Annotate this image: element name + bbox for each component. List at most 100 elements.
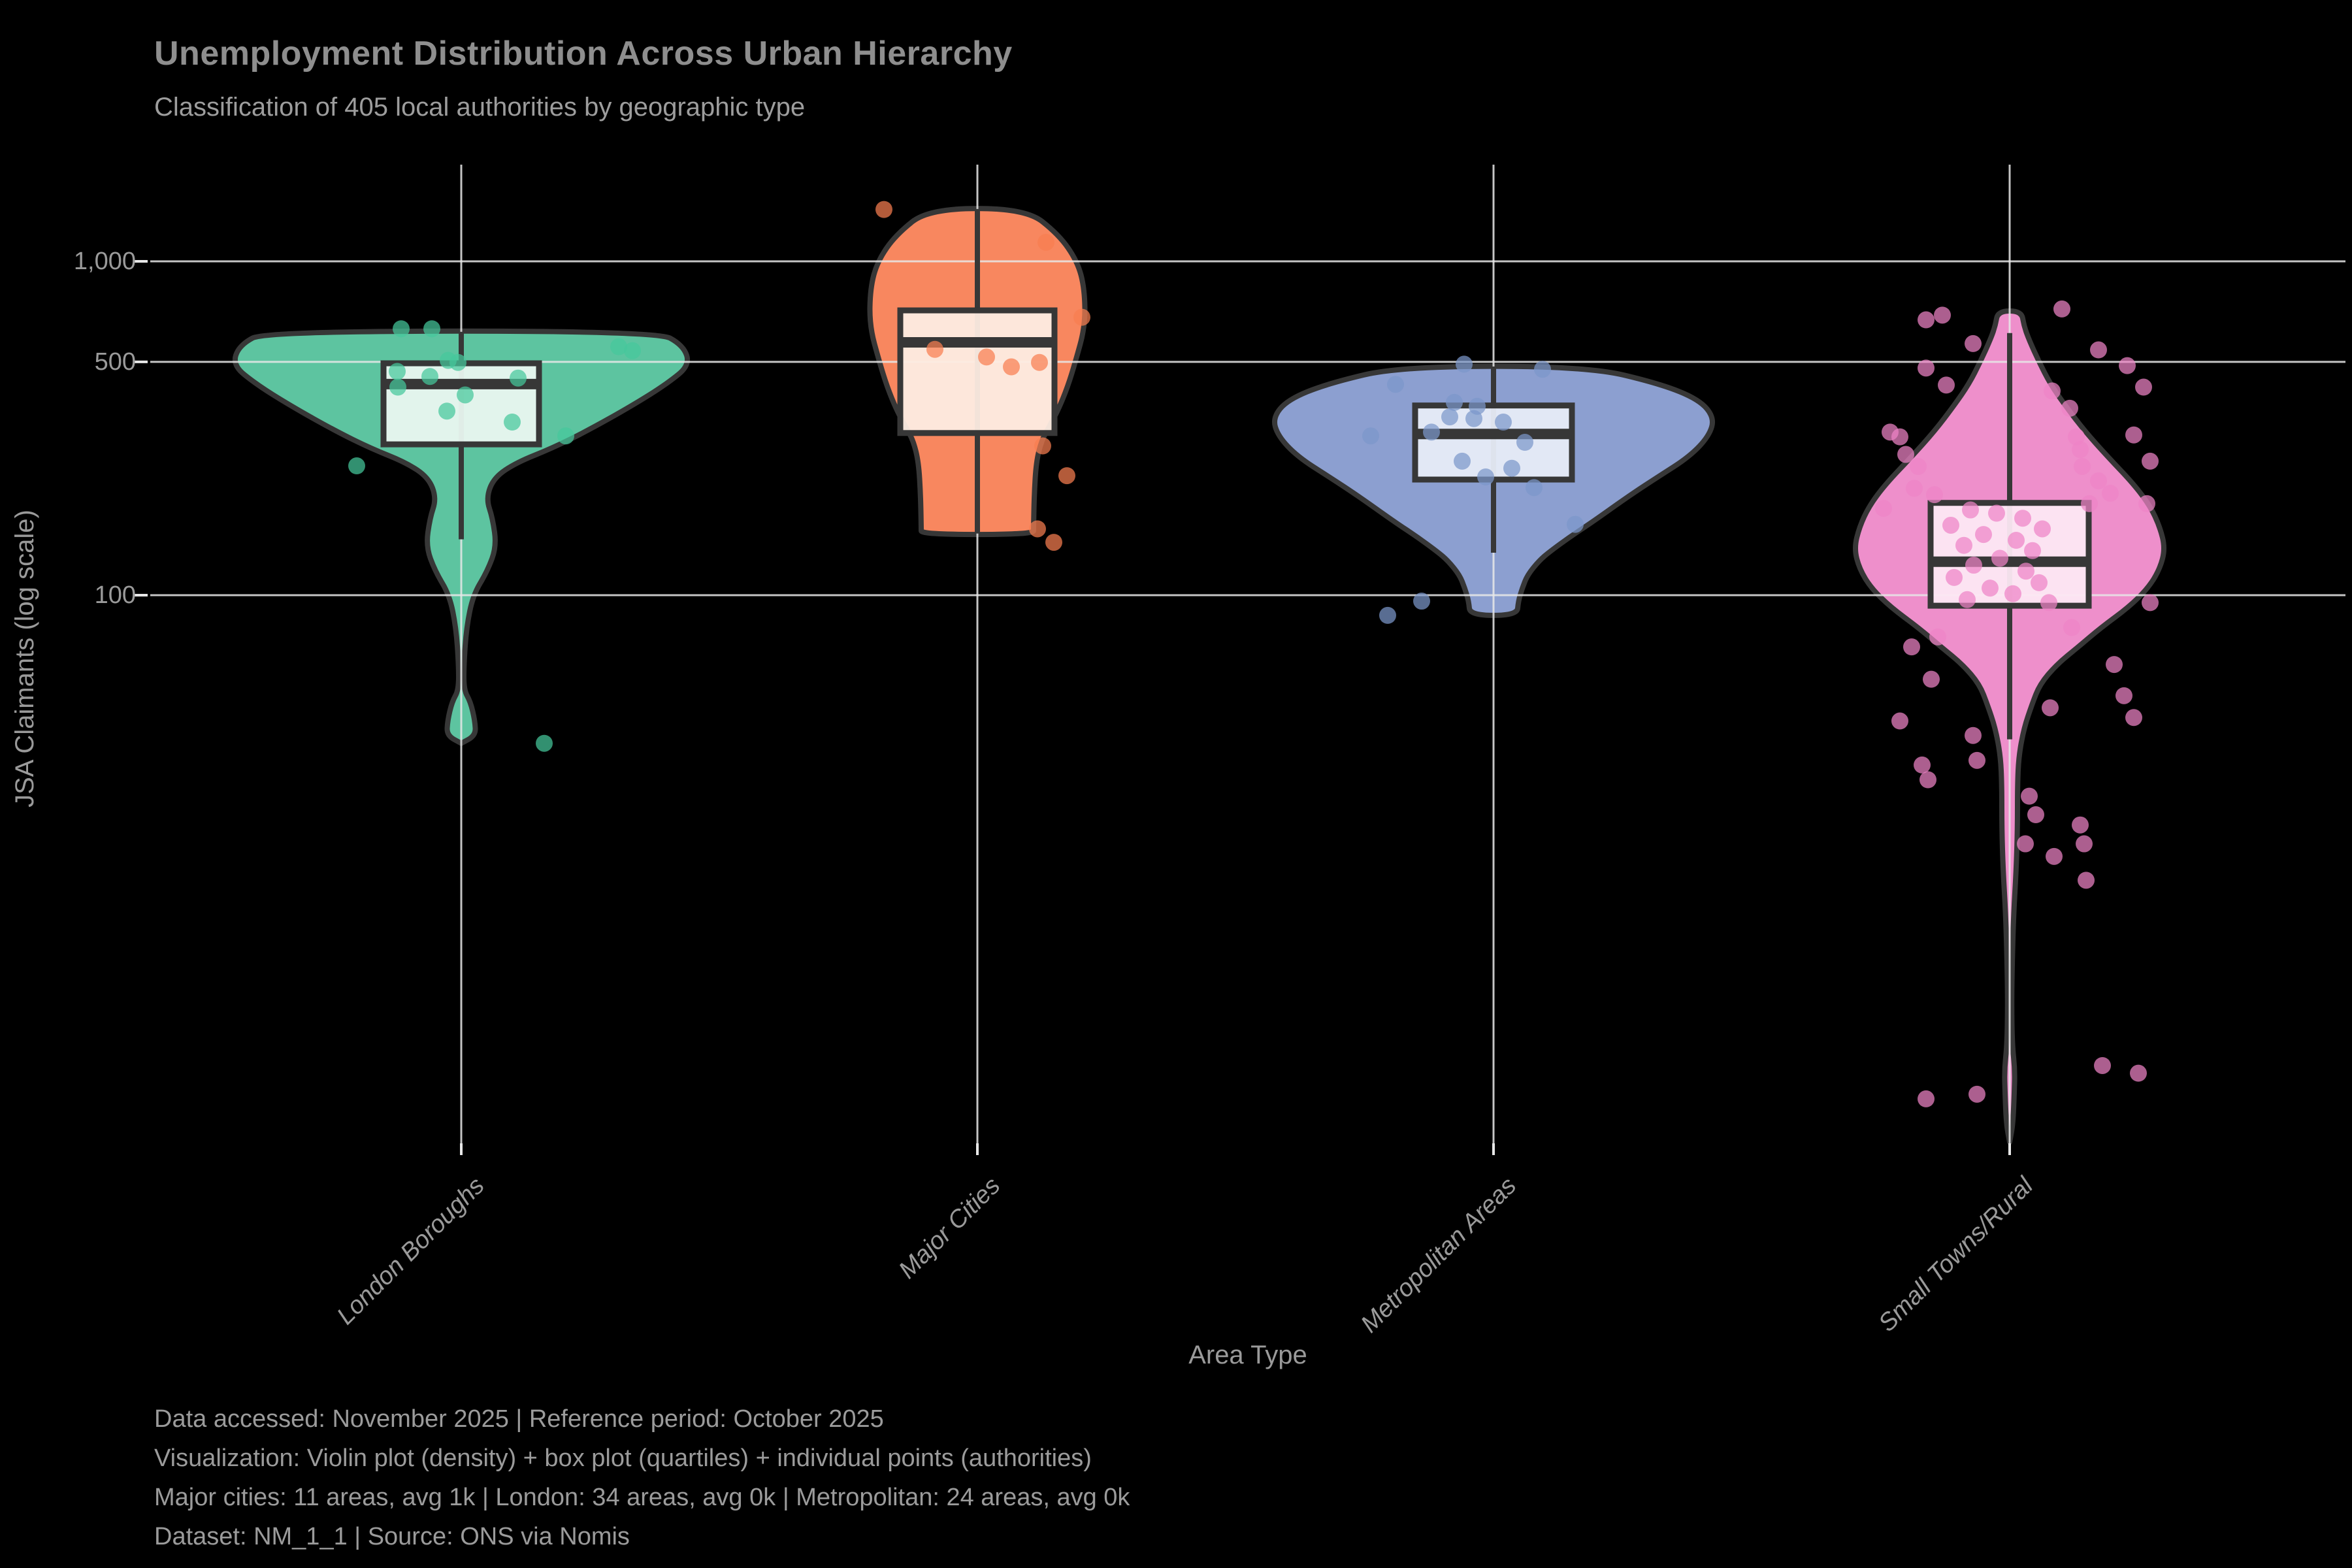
data-point-small-towns-rural — [1923, 670, 1940, 688]
data-point-small-towns-rural — [1938, 376, 1955, 394]
data-point-small-towns-rural — [2063, 619, 2080, 636]
footnotes: Data accessed: November 2025 | Reference… — [154, 1399, 1130, 1556]
data-point-metropolitan-areas — [1387, 376, 1404, 393]
data-point-small-towns-rural — [1897, 446, 1914, 463]
data-point-metropolitan-areas — [1465, 410, 1482, 427]
data-point-london-boroughs — [557, 427, 574, 445]
data-point-small-towns-rural — [1918, 359, 1935, 377]
data-point-small-towns-rural — [2017, 563, 2034, 580]
data-point-metropolitan-areas — [1516, 434, 1533, 451]
data-point-small-towns-rural — [2031, 574, 2048, 591]
data-point-small-towns-rural — [2138, 495, 2155, 512]
data-point-small-towns-rural — [1968, 1085, 1985, 1103]
data-point-small-towns-rural — [2061, 399, 2078, 417]
data-point-small-towns-rural — [1968, 751, 1985, 769]
data-point-small-towns-rural — [1991, 549, 2008, 567]
data-point-small-towns-rural — [2081, 495, 2098, 512]
data-point-small-towns-rural — [1934, 306, 1951, 324]
data-point-small-towns-rural — [1965, 727, 1982, 744]
data-point-metropolitan-areas — [1362, 427, 1379, 445]
data-point-small-towns-rural — [2130, 1064, 2147, 1082]
data-point-small-towns-rural — [1965, 557, 1982, 574]
x-axis-title: Area Type — [1188, 1341, 1307, 1369]
data-point-small-towns-rural — [1903, 638, 1920, 656]
data-point-small-towns-rural — [1988, 504, 2005, 522]
data-point-major-cities — [1034, 437, 1051, 455]
data-point-small-towns-rural — [2072, 816, 2089, 834]
data-point-london-boroughs — [610, 338, 627, 355]
data-point-small-towns-rural — [1875, 500, 1892, 517]
data-point-major-cities — [875, 201, 892, 218]
data-point-metropolitan-areas — [1526, 479, 1543, 497]
data-point-small-towns-rural — [2125, 426, 2142, 444]
data-point-small-towns-rural — [2119, 357, 2136, 374]
box-london-boroughs — [380, 360, 542, 448]
data-point-small-towns-rural — [2125, 709, 2142, 727]
data-point-small-towns-rural — [1914, 756, 1931, 774]
data-point-major-cities — [1029, 520, 1046, 538]
data-point-small-towns-rural — [2024, 542, 2041, 559]
data-point-small-towns-rural — [1918, 1090, 1935, 1107]
data-point-small-towns-rural — [2004, 585, 2021, 602]
data-point-small-towns-rural — [2106, 656, 2123, 674]
data-point-london-boroughs — [510, 369, 527, 387]
data-point-small-towns-rural — [1891, 428, 1908, 446]
data-point-small-towns-rural — [1955, 536, 1972, 554]
data-point-london-boroughs — [536, 734, 553, 752]
data-point-small-towns-rural — [2142, 452, 2159, 470]
ytick-label-1-000: 1,000 — [73, 248, 136, 275]
data-point-small-towns-rural — [2074, 457, 2091, 475]
data-point-metropolitan-areas — [1441, 408, 1458, 426]
data-point-small-towns-rural — [1959, 591, 1976, 608]
data-point-metropolitan-areas — [1379, 606, 1396, 624]
ytick-label-500: 500 — [94, 348, 136, 376]
data-point-small-towns-rural — [1975, 526, 1992, 544]
data-point-major-cities — [1037, 233, 1054, 251]
data-point-small-towns-rural — [2078, 872, 2095, 889]
data-point-london-boroughs — [389, 363, 406, 380]
data-point-major-cities — [1003, 358, 1020, 376]
data-point-small-towns-rural — [2014, 510, 2031, 527]
data-point-small-towns-rural — [1946, 568, 1963, 586]
data-point-major-cities — [1045, 534, 1062, 551]
box-metropolitan-areas — [1412, 402, 1575, 483]
data-point-small-towns-rural — [1919, 771, 1936, 789]
data-point-small-towns-rural — [2135, 378, 2152, 396]
data-point-major-cities — [1073, 308, 1090, 326]
data-point-major-cities — [926, 340, 943, 358]
data-point-major-cities — [1031, 353, 1048, 371]
data-point-small-towns-rural — [1965, 335, 1982, 352]
data-point-small-towns-rural — [2027, 806, 2044, 824]
data-point-small-towns-rural — [2072, 441, 2089, 459]
chart-title: Unemployment Distribution Across Urban H… — [154, 35, 1013, 73]
data-point-small-towns-rural — [2102, 484, 2119, 502]
data-point-london-boroughs — [423, 320, 440, 338]
data-point-metropolitan-areas — [1446, 393, 1463, 411]
data-point-london-boroughs — [389, 378, 406, 396]
footnote-line-4: Dataset: NM_1_1 | Source: ONS via Nomis — [154, 1523, 630, 1550]
data-point-metropolitan-areas — [1495, 414, 1512, 431]
data-point-london-boroughs — [624, 342, 641, 359]
data-point-small-towns-rural — [2042, 699, 2059, 717]
y-axis-title: JSA Claimants (log scale) — [10, 510, 39, 808]
data-point-major-cities — [1058, 467, 1075, 485]
data-point-london-boroughs — [449, 353, 466, 371]
data-point-london-boroughs — [504, 414, 521, 431]
data-point-small-towns-rural — [2034, 520, 2051, 538]
data-point-small-towns-rural — [1891, 712, 1908, 730]
data-point-london-boroughs — [421, 368, 438, 385]
data-point-metropolitan-areas — [1567, 515, 1584, 533]
data-point-small-towns-rural — [2090, 472, 2107, 490]
data-point-metropolitan-areas — [1456, 355, 1473, 373]
data-point-small-towns-rural — [1982, 580, 1999, 597]
data-point-small-towns-rural — [1929, 628, 1946, 645]
data-point-london-boroughs — [393, 320, 410, 338]
data-point-metropolitan-areas — [1423, 423, 1440, 441]
footnote-line-2: Visualization: Violin plot (density) + b… — [154, 1445, 1092, 1472]
data-point-small-towns-rural — [1962, 501, 1979, 519]
data-point-london-boroughs — [457, 386, 474, 404]
box-major-cities — [897, 307, 1058, 436]
data-point-london-boroughs — [348, 457, 365, 475]
